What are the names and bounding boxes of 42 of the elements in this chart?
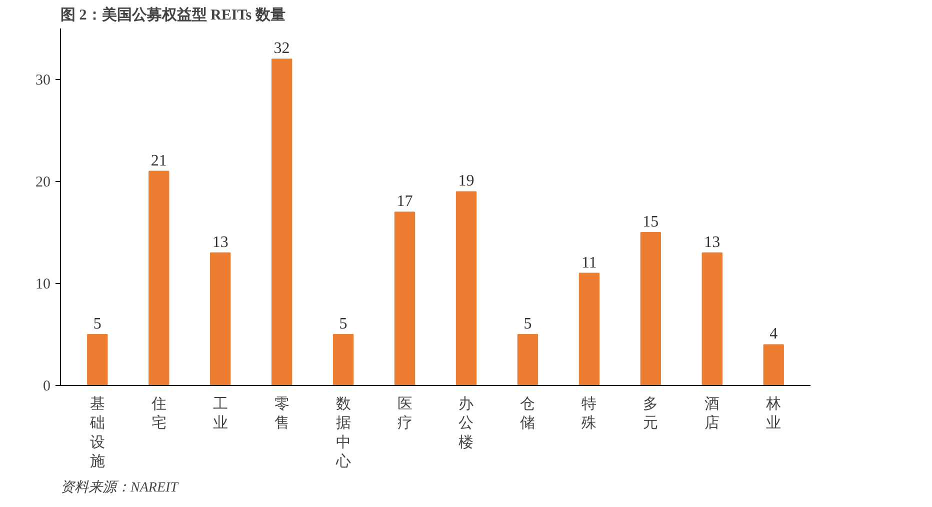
chart-title: 图 2：美国公募权益型 REITs 数量 [60,6,286,24]
bar [87,334,108,386]
x-tick-label: 工业 [212,396,228,432]
y-tick-label: 0 [43,378,50,394]
x-tick-label: 数据中心 [334,396,351,470]
data-label: 5 [339,316,348,332]
data-label: 4 [770,326,778,343]
data-label: 5 [524,316,532,332]
x-tick-label: 住宅 [150,396,166,432]
text: 资料来源：NAREIT [60,480,180,496]
x-tick-label: 林业 [765,396,782,432]
y-tick-label: 10 [36,276,50,292]
x-tick-label: 多元 [643,396,658,432]
x-tick-label: 仓储 [520,396,536,432]
data-label: 13 [704,234,720,251]
bar [702,252,722,386]
x-tick-label: 医疗 [397,396,412,432]
data-label: 32 [274,40,290,58]
data-label: 13 [212,234,228,251]
x-tick-label: 零售 [274,396,290,432]
x-tick-label: 酒店 [704,396,720,432]
bar [578,272,600,386]
bar [394,212,416,386]
bar [271,58,292,386]
data-label: 17 [396,193,413,210]
x-tick-label: 办公楼 [458,396,474,451]
bar [210,252,231,386]
bar [640,232,661,386]
x-tick-label: 基础设施 [88,396,105,470]
bar [517,334,538,386]
y-tick-label: 20 [36,174,50,190]
data-label: 11 [581,254,597,272]
data-label: 19 [458,172,474,190]
data-label: 5 [93,316,102,332]
data-label: 15 [642,214,659,230]
data-label: 21 [150,152,167,170]
x-tick-label: 特殊 [582,396,597,432]
bar [148,170,170,386]
bar [332,334,354,386]
bar [763,344,784,386]
bar [456,191,477,386]
y-tick-label: 30 [36,72,50,88]
